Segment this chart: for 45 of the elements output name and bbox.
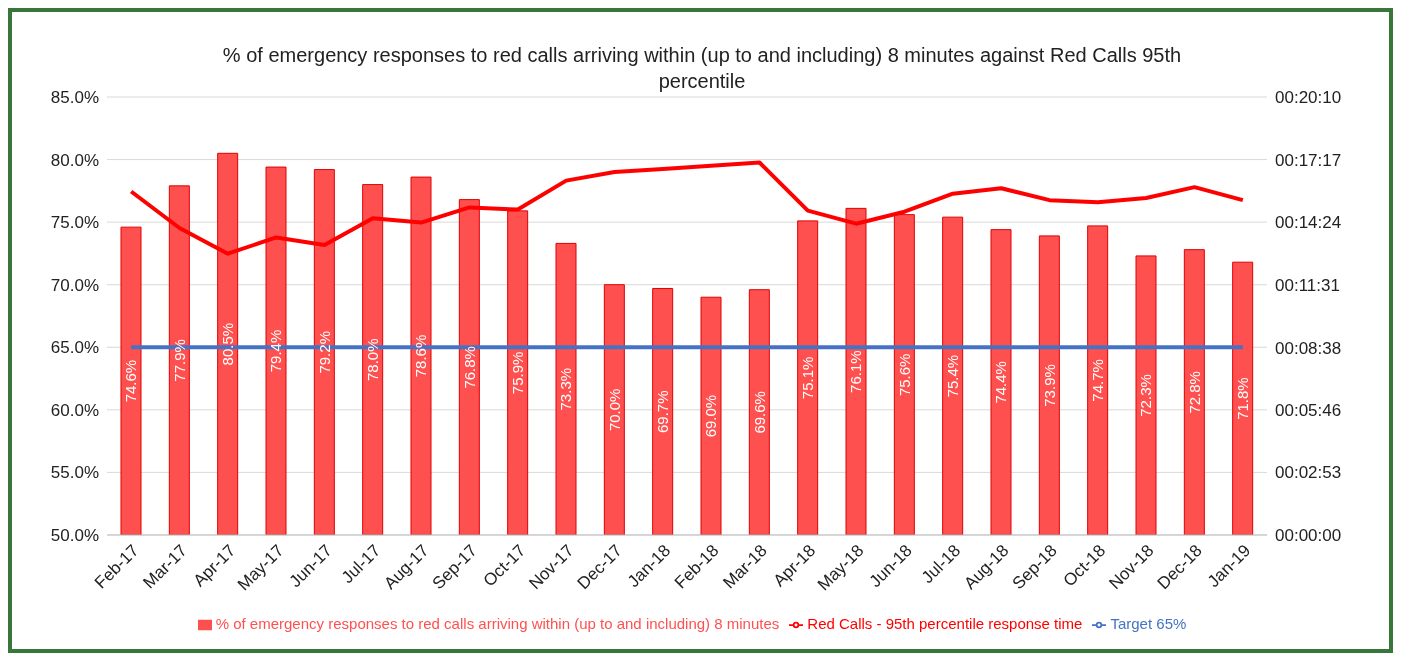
data-label: 75.6% — [895, 353, 913, 397]
legend-label: Target 65% — [1110, 614, 1187, 632]
data-label: 75.1% — [799, 356, 817, 400]
y-tick-label: 75.0% — [50, 213, 99, 233]
data-label: 77.9% — [170, 339, 188, 382]
y2-tick-label: 00:08:38 — [1275, 338, 1342, 358]
y-tick-label: 55.0% — [50, 463, 99, 483]
y2-tick-label: 00:17:17 — [1275, 150, 1342, 170]
y-tick-label: 70.0% — [50, 275, 99, 295]
data-label: 74.6% — [122, 359, 140, 403]
data-label: 72.8% — [1185, 371, 1203, 414]
legend-label: % of emergency responses to red calls arriving within (up to and including) 8 minutes — [215, 614, 780, 632]
data-label: 74.4% — [992, 361, 1010, 404]
y-tick-label: 85.0% — [50, 88, 99, 108]
data-label: 73.9% — [1040, 364, 1058, 407]
y-tick-label: 65.0% — [50, 338, 99, 358]
data-label: 70.0% — [605, 388, 623, 432]
y-tick-label: 60.0% — [50, 400, 99, 420]
data-label: 71.8% — [1234, 377, 1252, 420]
data-label: 79.2% — [315, 331, 333, 374]
chart-title: % of emergency responses to red calls arriving within (up to and including) 8 minutes against Red Calls 95th percentile — [221, 43, 1183, 94]
data-label: 69.7% — [654, 390, 672, 433]
data-label: 76.1% — [847, 350, 865, 393]
y-tick-label: 80.0% — [50, 150, 99, 170]
data-label: 75.9% — [509, 351, 527, 395]
y2-tick-label: 00:02:53 — [1275, 463, 1342, 483]
data-label: 75.4% — [944, 354, 962, 398]
data-label: 69.6% — [750, 391, 768, 434]
line-series — [129, 160, 1245, 256]
data-label: 78.0% — [364, 338, 382, 382]
data-label: 78.6% — [412, 334, 430, 378]
data-label: 74.7% — [1089, 359, 1107, 402]
data-label: 76.8% — [460, 346, 478, 389]
data-label: 79.4% — [267, 329, 285, 373]
y2-tick-label: 00:20:10 — [1275, 88, 1342, 108]
legend-label: Red Calls - 95th percentile response time — [807, 614, 1083, 632]
y2-tick-label: 00:00:00 — [1275, 526, 1342, 545]
y2-tick-label: 00:05:46 — [1275, 400, 1342, 420]
data-label: 80.5% — [219, 322, 237, 366]
data-label: 72.3% — [1137, 374, 1155, 417]
y-tick-label: 50.0% — [50, 526, 99, 545]
y2-tick-label: 00:14:24 — [1275, 213, 1342, 233]
data-label: 69.0% — [702, 394, 720, 438]
data-label: 73.3% — [557, 367, 575, 411]
y2-tick-label: 00:11:31 — [1275, 275, 1340, 295]
